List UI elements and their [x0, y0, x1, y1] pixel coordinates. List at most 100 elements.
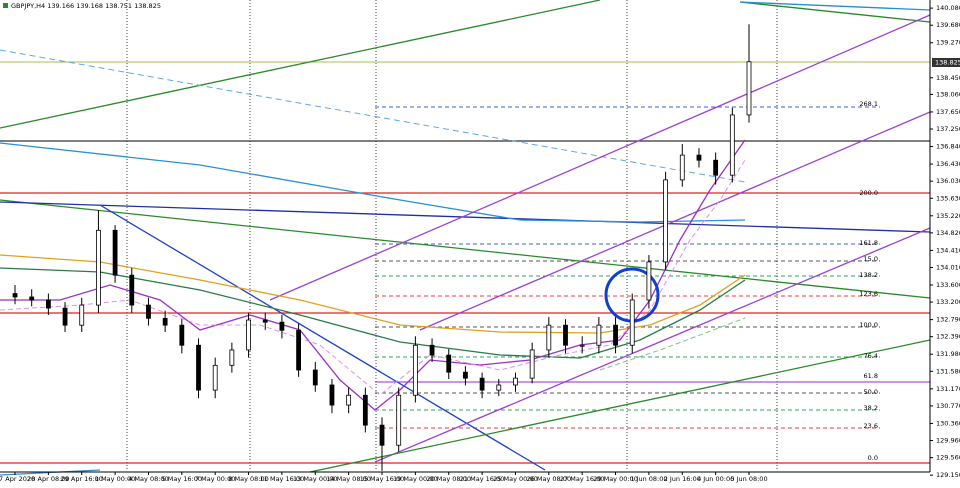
- x-tick-label: 25 May 00:00: [493, 475, 538, 483]
- candle: [529, 342, 535, 384]
- x-tick-label: 1 Jun 08:00: [630, 475, 667, 483]
- candle: [129, 267, 135, 313]
- fib-label: 123.6: [859, 290, 878, 298]
- candle: [579, 336, 585, 354]
- channel-line: [419, 111, 931, 331]
- fib-label: 100.0: [859, 321, 878, 329]
- y-tick-label: 136.430: [936, 160, 960, 168]
- y-tick-label: 136.840: [936, 143, 960, 151]
- fib-label: 15.0: [864, 255, 878, 263]
- y-tick-label: 131.980: [936, 350, 960, 358]
- channel-line: [374, 227, 931, 463]
- candle-body: [45, 299, 51, 309]
- candle: [746, 24, 752, 123]
- y-tick-label: 135.220: [936, 212, 960, 220]
- x-tick-label: 29 Apr 16:00: [61, 475, 103, 483]
- trend-line: [739, 1, 931, 23]
- x-tick-label: 4 May 08:00: [128, 475, 168, 483]
- y-tick-label: 135.630: [936, 194, 960, 202]
- x-tick-label: 4 Jun 00:00: [697, 475, 734, 483]
- candle: [146, 297, 151, 326]
- x-tick-label: 20 May 08:00: [426, 475, 471, 483]
- candle-body: [596, 324, 602, 346]
- y-tick-label: 130.360: [936, 419, 960, 427]
- moving-average: [599, 317, 746, 371]
- candle-body: [29, 296, 35, 301]
- candle: [246, 312, 251, 358]
- x-tick-label: 21 May 16:00: [460, 475, 505, 483]
- candle: [613, 317, 618, 354]
- x-tick-label: 19 May 00:00: [393, 475, 438, 483]
- candle: [296, 323, 302, 377]
- y-tick-label: 138.450: [936, 74, 960, 82]
- trend-line: [309, 339, 931, 473]
- candle-body: [563, 324, 568, 346]
- x-tick-label: 2 Jun 16:00: [664, 475, 701, 483]
- trend-line: [0, 201, 931, 233]
- y-tick-label: 132.390: [936, 333, 960, 341]
- fib-label: 0.0: [868, 454, 878, 462]
- candle: [596, 317, 602, 354]
- candle-body: [196, 344, 201, 391]
- candle: [312, 361, 318, 392]
- x-tick-label: 5 Jun 08:00: [730, 475, 767, 483]
- candle: [79, 297, 85, 333]
- y-tick-label: 131.580: [936, 367, 960, 375]
- fib-label: 200.0: [859, 189, 878, 197]
- candle: [112, 225, 118, 283]
- x-tick-label: 7 May 00:00: [195, 475, 235, 483]
- trend-line: [99, 204, 546, 471]
- candle: [429, 338, 435, 362]
- y-tick-label: 139.680: [936, 21, 960, 29]
- candle: [646, 255, 652, 309]
- candle-body: [646, 261, 652, 301]
- candle: [329, 379, 335, 414]
- candle: [96, 210, 101, 313]
- y-tick-label: 140.080: [936, 4, 960, 12]
- candle: [663, 171, 668, 271]
- candle-body: [746, 61, 752, 116]
- candle-body: [696, 154, 702, 161]
- price-tag: 138.825: [935, 59, 960, 67]
- candle-body: [62, 307, 68, 326]
- candle: [62, 302, 68, 333]
- trend-line: [0, 0, 601, 129]
- candle-body: [246, 319, 251, 351]
- candle: [729, 107, 735, 183]
- candle-body: [162, 317, 168, 326]
- candle: [279, 314, 285, 339]
- candle-body: [412, 344, 418, 396]
- candle: [546, 317, 552, 358]
- x-tick-label: 15 May 16:00: [360, 475, 405, 483]
- candle: [396, 387, 402, 452]
- price-tag-box: [932, 58, 960, 67]
- candle-body: [629, 299, 635, 346]
- moving-average: [0, 267, 746, 359]
- candle: [196, 338, 201, 399]
- candle-body: [713, 159, 719, 176]
- candle-body: [379, 424, 385, 446]
- fib-label: 61.8: [864, 372, 878, 380]
- candle-body: [329, 384, 335, 406]
- candle-body: [529, 349, 535, 379]
- y-tick-label: 136.030: [936, 177, 960, 185]
- x-tick-label: 28 Apr 08:00: [27, 475, 69, 483]
- fib-label: 76.4: [864, 352, 878, 360]
- y-tick-label: 129.960: [936, 437, 960, 445]
- candle: [496, 379, 502, 397]
- candle-body: [229, 349, 235, 366]
- x-tick-label: 13 May 00:00: [293, 475, 338, 483]
- candle: [713, 152, 719, 185]
- channel-line: [269, 14, 931, 301]
- x-tick-label: 27 Apr 2020: [0, 475, 35, 483]
- candle-body: [279, 321, 285, 331]
- candle: [262, 312, 268, 330]
- candle-body: [679, 154, 685, 181]
- candle-body: [96, 229, 101, 306]
- candle-body: [463, 371, 468, 379]
- x-tick-label: 5 May 16:00: [162, 475, 202, 483]
- moving-average: [0, 159, 746, 396]
- fib-label: 38.2: [864, 404, 878, 412]
